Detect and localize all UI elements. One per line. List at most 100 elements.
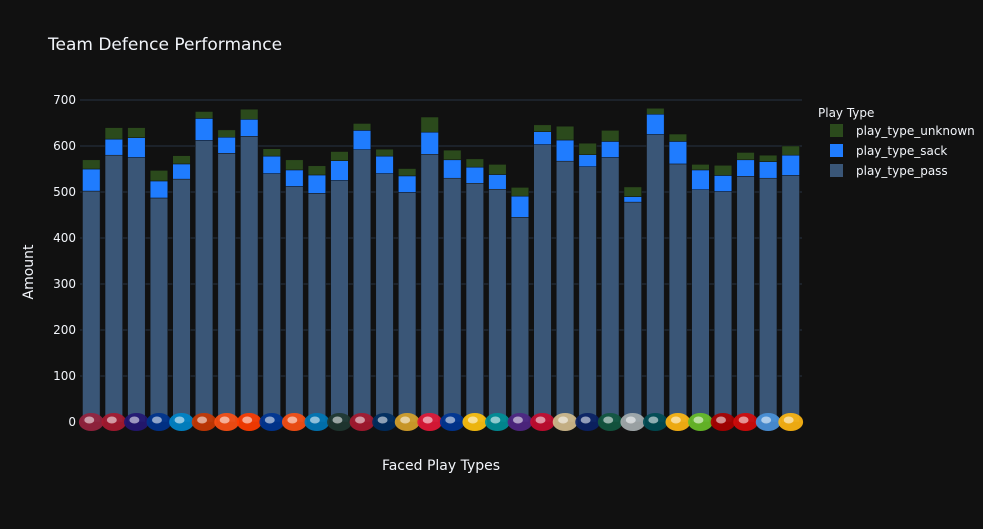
bar-play_type_pass-DEN bbox=[285, 186, 304, 423]
bar-play_type_pass-ATL bbox=[104, 154, 123, 423]
bar-play_type_unknown-DAL bbox=[262, 148, 281, 157]
team-logo-bal bbox=[123, 413, 149, 431]
team-logo-highlight bbox=[287, 416, 298, 424]
bar-play_type_pass-DET bbox=[307, 193, 326, 423]
bar-play_type_sack-SEA bbox=[691, 169, 710, 190]
team-logo-highlight bbox=[445, 416, 456, 424]
team-logo-buf bbox=[146, 413, 172, 431]
bar-play_type_sack-DEN bbox=[285, 169, 304, 187]
bar-play_type_unknown-TEN bbox=[759, 154, 778, 162]
y-tick-label: 300 bbox=[53, 277, 76, 291]
team-logo-mia bbox=[484, 413, 510, 431]
team-logo-highlight bbox=[197, 416, 208, 424]
bar-play_type_unknown-MIA bbox=[488, 164, 507, 175]
bar-play_type_pass-NYG bbox=[578, 166, 597, 423]
bar-play_type_pass-NYJ bbox=[601, 157, 620, 423]
bar-play_type_unknown-DEN bbox=[285, 159, 304, 171]
bar-play_type_sack-BUF bbox=[149, 180, 169, 199]
bar-play_type_unknown-IND bbox=[375, 148, 394, 157]
bar-play_type_sack-ATL bbox=[104, 138, 123, 156]
bar-play_type_pass-SF bbox=[713, 191, 733, 423]
bar-play_type_unknown-JAX bbox=[398, 168, 417, 177]
bar-play_type_pass-MIA bbox=[488, 188, 507, 423]
bar-play_type_unknown-CHI bbox=[195, 111, 214, 119]
team-logo-highlight bbox=[242, 416, 253, 424]
bar-play_type_pass-BUF bbox=[149, 197, 169, 423]
bar-play_type_pass-TB bbox=[736, 176, 755, 423]
y-tick-label: 0 bbox=[68, 415, 76, 429]
team-logo-nyg bbox=[575, 413, 601, 431]
bar-play_type_pass-CAR bbox=[172, 178, 191, 423]
bar-play_type_sack-CIN bbox=[217, 137, 236, 154]
x-axis-label: Faced Play Types bbox=[382, 458, 500, 474]
y-tick-label: 200 bbox=[53, 323, 76, 337]
team-logo-den bbox=[281, 413, 307, 431]
bar-play_type_sack-OAK bbox=[623, 196, 642, 203]
bar-play_type_unknown-MIN bbox=[510, 187, 530, 197]
team-logo-sf bbox=[710, 413, 736, 431]
bar-play_type_pass-BAL bbox=[127, 157, 146, 423]
team-logo-tb bbox=[733, 413, 759, 431]
y-tick-label: 600 bbox=[53, 139, 76, 153]
team-logo-highlight bbox=[670, 416, 681, 424]
team-logo-highlight bbox=[129, 416, 140, 424]
bar-play_type_pass-JAX bbox=[398, 192, 417, 423]
bar-play_type_unknown-NYJ bbox=[601, 130, 620, 142]
team-logo-sea bbox=[688, 413, 713, 431]
team-logo-highlight bbox=[332, 416, 343, 424]
bar-play_type_pass-PIT bbox=[668, 163, 687, 423]
bar-play_type_pass-KC bbox=[420, 154, 439, 423]
team-logo-highlight bbox=[490, 416, 501, 424]
team-logo-dal bbox=[259, 413, 285, 431]
team-logo-highlight bbox=[106, 416, 117, 424]
bar-play_type_unknown-SF bbox=[713, 165, 733, 176]
bar-play_type_unknown-PHI bbox=[646, 108, 665, 115]
team-logo-highlight bbox=[355, 416, 365, 424]
bar-play_type_sack-GB bbox=[330, 160, 349, 181]
bar-play_type_sack-NYG bbox=[578, 154, 597, 167]
legend-label: play_type_unknown bbox=[856, 124, 975, 138]
bar-play_type_pass-MIN bbox=[510, 217, 530, 423]
bar-play_type_unknown-CLE bbox=[240, 108, 259, 120]
bar-play_type_unknown-GB bbox=[330, 151, 349, 161]
bar-play_type_sack-BAL bbox=[127, 137, 146, 158]
team-logo-highlight bbox=[84, 416, 95, 424]
team-logo-kc bbox=[417, 413, 443, 431]
bars bbox=[82, 108, 800, 423]
bar-play_type_unknown-TB bbox=[736, 152, 755, 161]
team-logo-highlight bbox=[219, 416, 230, 424]
bar-play_type_pass-CIN bbox=[217, 153, 236, 423]
team-logo-highlight bbox=[152, 416, 162, 424]
bar-play_type_unknown-WAS bbox=[781, 145, 800, 156]
bar-play_type_unknown-SEA bbox=[691, 164, 710, 171]
team-logo-ari bbox=[78, 413, 104, 431]
team-logo-highlight bbox=[738, 416, 749, 424]
team-logo-highlight bbox=[535, 416, 546, 424]
team-logo-gb bbox=[327, 413, 352, 431]
bar-play_type_sack-KC bbox=[420, 131, 439, 155]
team-logos bbox=[78, 413, 804, 431]
bar-play_type_unknown-NO bbox=[556, 125, 575, 141]
bar-play_type_pass-LAC bbox=[465, 183, 484, 423]
chart-title: Team Defence Performance bbox=[47, 35, 282, 55]
team-logo-ten bbox=[755, 413, 781, 431]
legend-swatch-play_type_unknown bbox=[830, 124, 843, 137]
team-logo-highlight bbox=[761, 416, 772, 424]
bar-play_type_pass-LA bbox=[443, 177, 462, 423]
bar-play_type_sack-NE bbox=[533, 131, 552, 145]
team-logo-oak bbox=[620, 413, 646, 431]
bar-play_type_unknown-LAC bbox=[465, 158, 484, 168]
bar-play_type_sack-TEN bbox=[759, 161, 778, 179]
legend-label: play_type_pass bbox=[856, 164, 948, 178]
bar-play_type_sack-TB bbox=[736, 159, 755, 177]
team-logo-highlight bbox=[625, 416, 636, 424]
bar-play_type_sack-NO bbox=[556, 139, 575, 162]
bar-play_type_sack-PHI bbox=[646, 114, 665, 135]
y-tick-label: 500 bbox=[53, 185, 76, 199]
team-logo-ind bbox=[372, 413, 398, 431]
bar-play_type_sack-SF bbox=[713, 175, 733, 192]
legend: Play Type play_type_unknown play_type_sac… bbox=[818, 106, 975, 178]
y-tick-label: 100 bbox=[53, 369, 76, 383]
bar-play_type_unknown-NE bbox=[533, 124, 552, 132]
bar-play_type_sack-MIN bbox=[510, 195, 530, 218]
